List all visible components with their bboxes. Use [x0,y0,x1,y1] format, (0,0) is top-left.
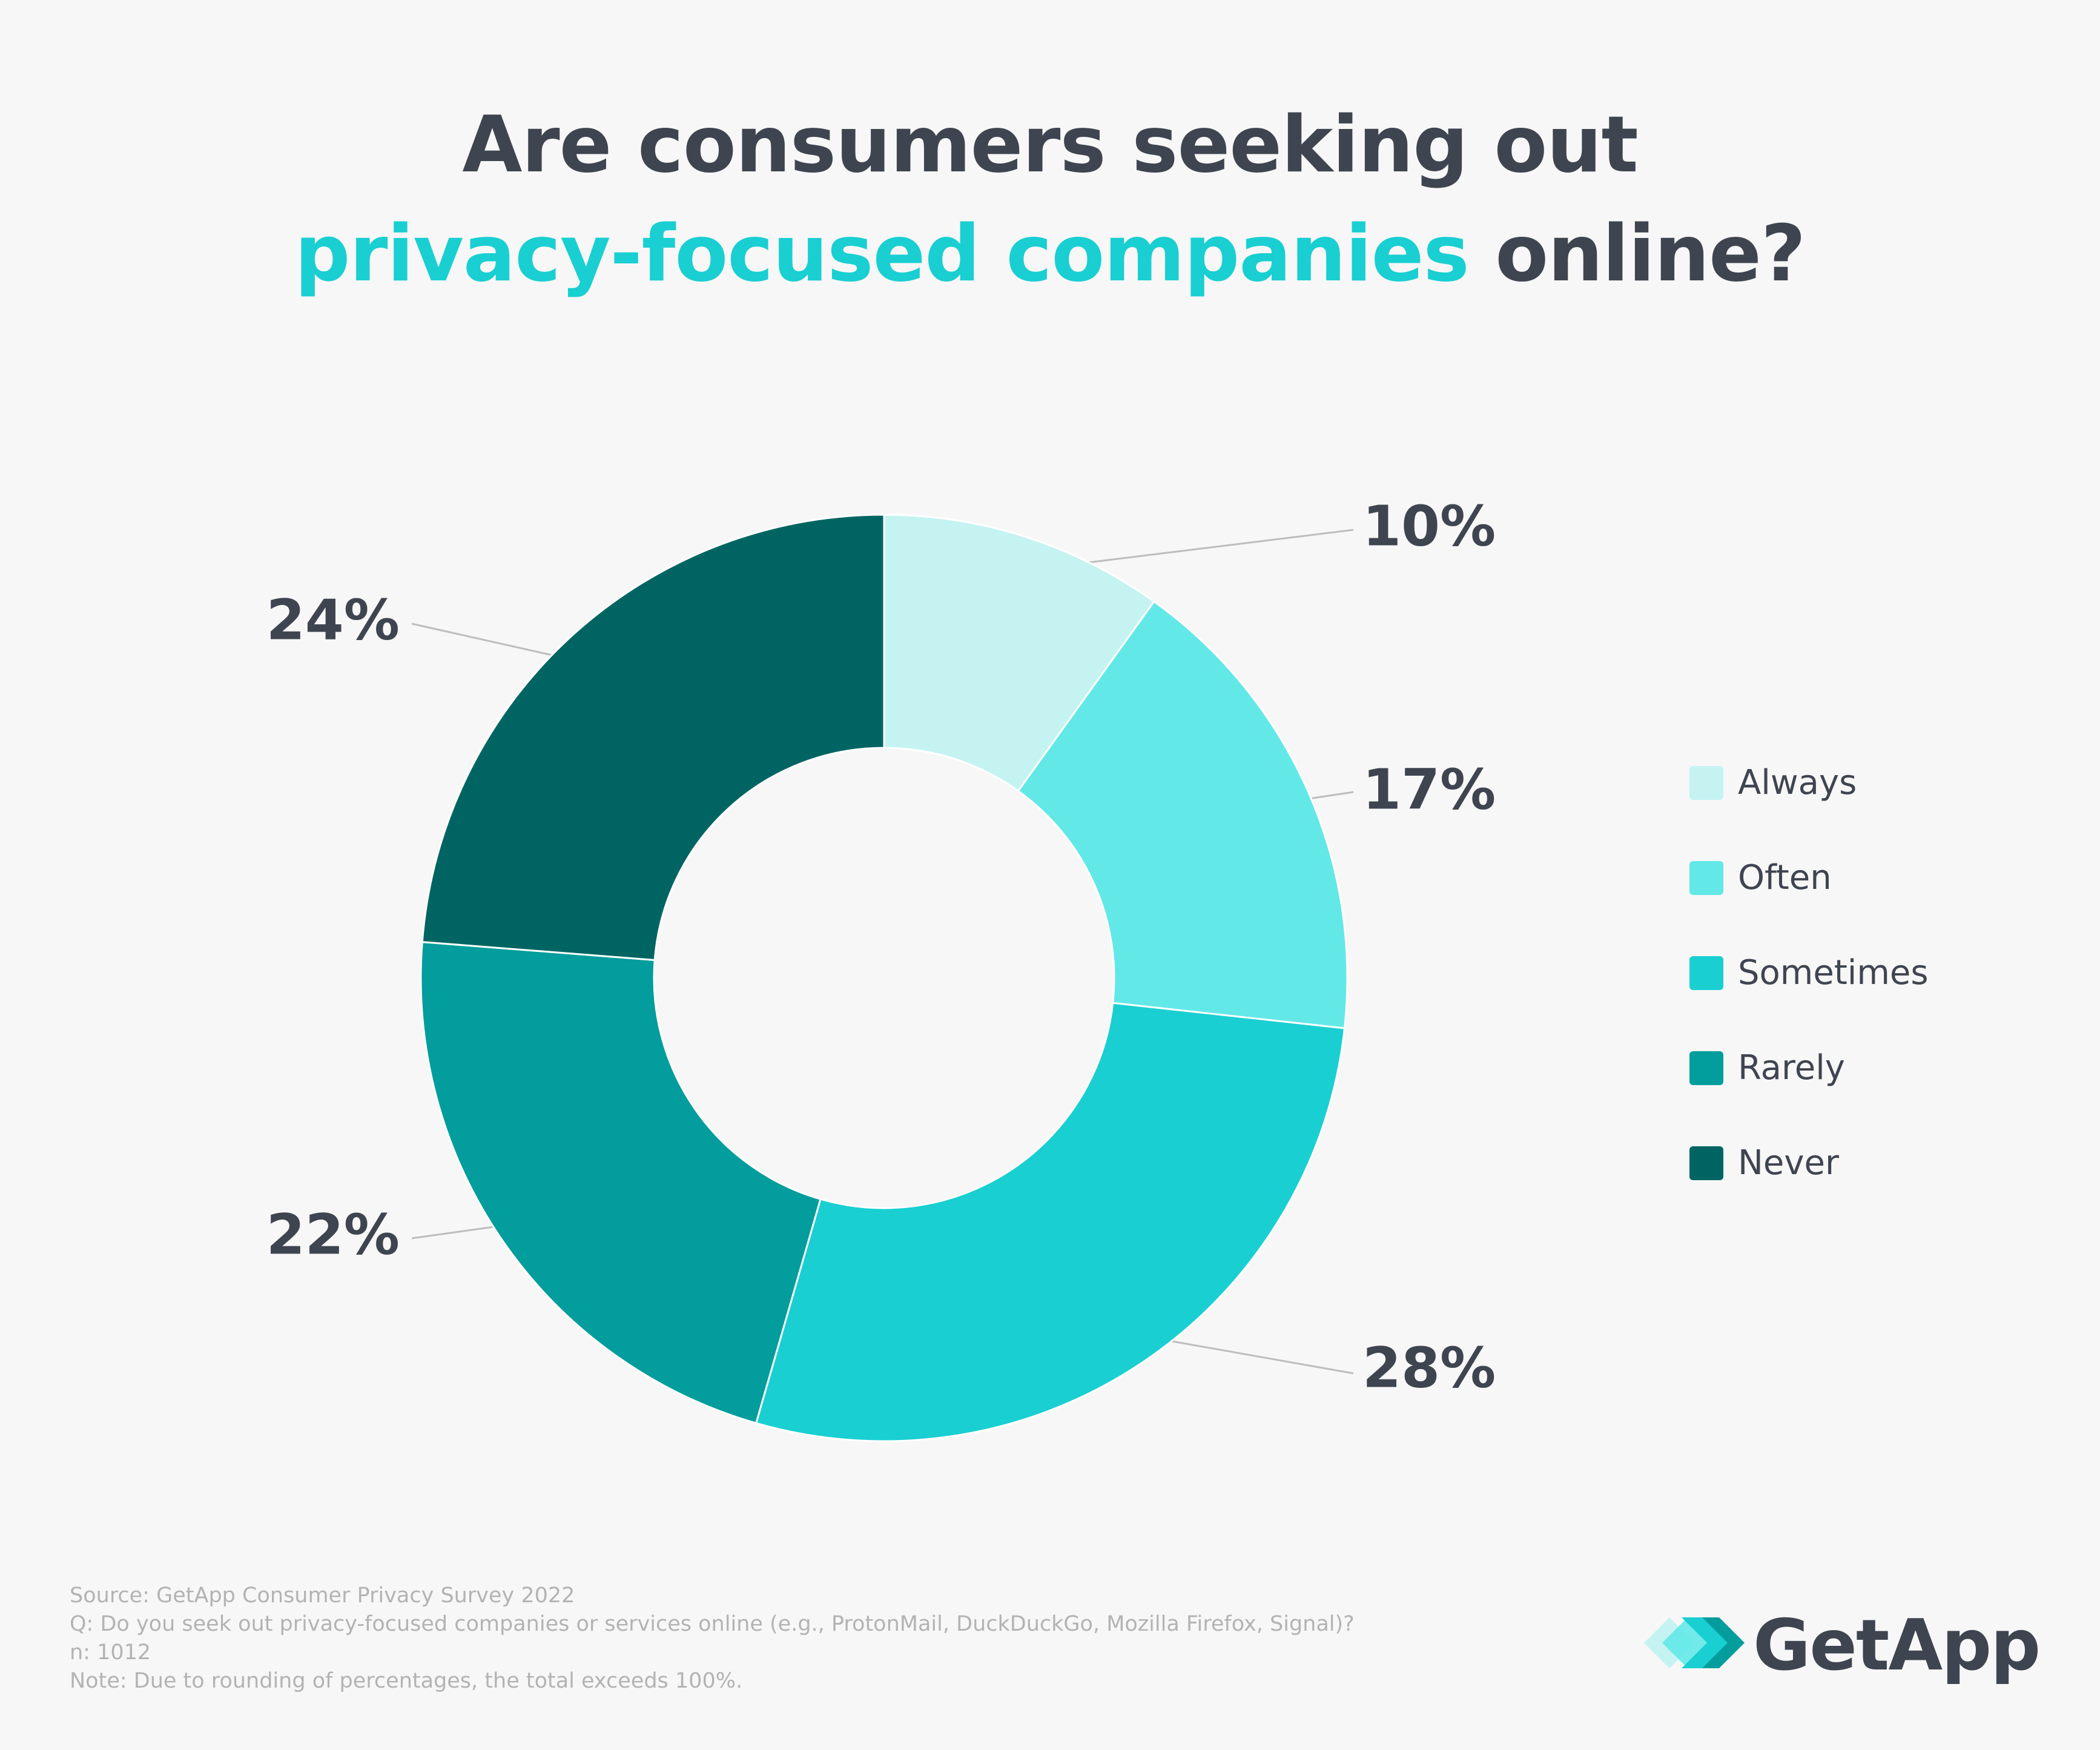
data-label-never: 24% [266,587,400,652]
title-text: Are consumers seeking out [462,100,1638,190]
footnote-question: Q: Do you seek out privacy-focused compa… [70,1612,1355,1636]
legend-label: Often [1738,858,1832,897]
chart-title-line-1: Are consumers seeking out [0,91,2100,200]
legend-item-never: Never [1689,1144,1929,1240]
logo-text: GetApp [1753,1605,2041,1686]
legend-item-sometimes: Sometimes [1689,954,1929,1049]
donut-slice-sometimes [754,1002,1346,1442]
title-accent-text: privacy-focused companies [294,209,1470,299]
legend-swatch [1689,766,1723,800]
legend-label: Sometimes [1738,953,1929,992]
donut-slice-rarely [420,940,822,1425]
data-label-rarely: 22% [266,1202,400,1267]
data-label-always: 10% [1362,494,1496,558]
getapp-chevron-logo-icon [1644,1617,1745,1668]
legend-label: Never [1738,1143,1839,1183]
donut-slice-always [883,513,1155,793]
legend-swatch [1689,861,1723,895]
legend-swatch [1689,956,1723,990]
legend-item-often: Often [1689,859,1929,954]
donut-slice-never [421,513,885,962]
legend-swatch [1689,1146,1723,1180]
data-label-sometimes: 28% [1362,1335,1496,1400]
legend-label: Always [1738,763,1857,802]
legend-item-always: Always [1689,764,1929,859]
chart-legend: Always Often Sometimes Rarely Never [1689,764,1929,1240]
donut-slice-often [1017,600,1349,1029]
footnotes: Source: GetApp Consumer Privacy Survey 2… [70,1582,1355,1696]
legend-swatch [1689,1051,1723,1085]
footnote-note: Note: Due to rounding of percentages, th… [70,1669,743,1693]
chart-title-line-2: privacy-focused companies online? [0,200,2100,309]
title-rest-text: online? [1468,209,1806,299]
footnote-source: Source: GetApp Consumer Privacy Survey 2… [70,1583,575,1608]
footnote-sample-size: n: 1012 [70,1640,151,1665]
donut-chart: 10% 17% 28% 22% 24% [266,494,1496,1442]
legend-label: Rarely [1738,1048,1845,1088]
legend-item-rarely: Rarely [1689,1049,1929,1144]
getapp-logo: GetApp [1644,1602,2041,1686]
data-label-often: 17% [1362,757,1496,822]
